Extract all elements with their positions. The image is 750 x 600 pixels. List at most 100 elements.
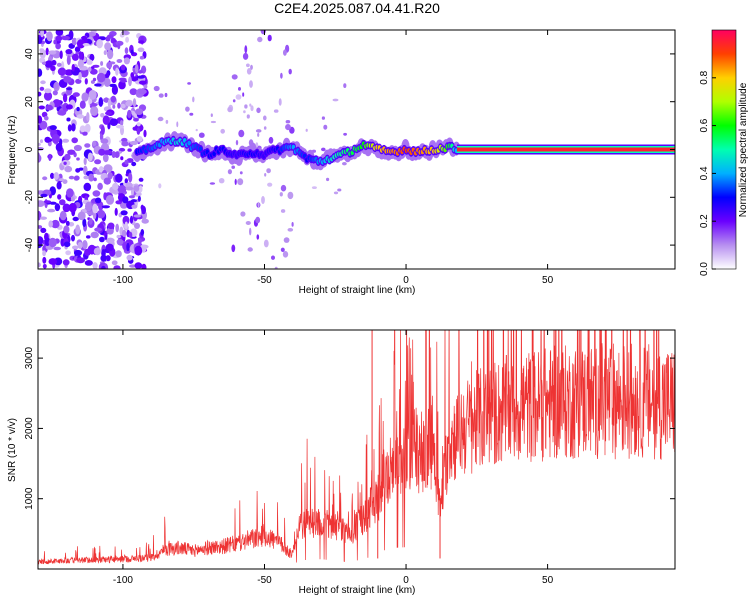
colorbar-tick-label: 0.8 [699,70,710,84]
noise-cell [107,172,113,180]
noise-cell [134,245,143,256]
noise-cell [42,264,47,269]
noise-cell [49,125,57,131]
noise-cell [65,250,71,256]
noise-cell [98,166,104,173]
noise-cell [84,143,91,148]
noise-cell [263,239,269,248]
noise-cell [120,79,128,83]
noise-cell [261,196,265,204]
noise-cell [99,36,106,41]
noise-cell [49,201,57,205]
noise-cell [92,203,98,214]
noise-cell [133,214,142,218]
noise-cell [82,43,90,47]
noise-cell [257,36,263,43]
noise-cell [311,186,317,190]
noise-cell [137,70,143,74]
y-tick-label: 0 [24,146,35,152]
noise-cell [70,197,75,202]
noise-cell [103,97,110,103]
noise-cell [111,84,118,95]
noise-cell [136,122,141,127]
figure-title: C2E4.2025.087.04.41.R20 [274,0,440,16]
noise-cell [77,241,83,249]
noise-cell [125,186,134,191]
colorbar-tick-label: 0.4 [699,166,710,180]
noise-cell [100,138,109,144]
noise-cell [39,120,48,130]
noise-cell [42,61,46,65]
noise-cell [195,128,198,132]
noise-cell [266,168,271,174]
noise-cell [130,72,135,79]
colorbar-gradient [711,29,737,270]
noise-cell [44,60,54,68]
snr-series-line [38,330,675,565]
y-tick-label: -20 [24,190,35,205]
noise-cell [48,153,52,161]
noise-cell [257,201,260,208]
noise-cell [67,149,76,155]
noise-cell [38,262,41,268]
noise-cell [141,218,149,224]
noise-cell [120,210,128,216]
noise-cell [83,175,89,180]
noise-cell [326,177,330,182]
noise-cell [116,238,124,245]
noise-cell [103,150,113,155]
noise-cell [90,106,99,116]
noise-cell [243,110,246,114]
noise-cell [240,211,246,217]
noise-cell [38,142,41,147]
noise-cell [79,125,86,133]
noise-cell [333,191,339,195]
noise-cell [66,87,73,91]
noise-cell [134,222,140,229]
noise-cell [210,113,213,117]
noise-cell [231,74,238,80]
noise-cell [231,244,236,253]
noise-cell [267,182,273,187]
noise-cell [50,172,55,179]
noise-cell [96,209,106,219]
noise-cell [66,55,71,66]
noise-cell [66,188,74,198]
noise-cell [210,120,216,124]
noise-cell [137,195,141,202]
noise-cell [105,195,115,205]
noise-cell [64,153,71,161]
noise-cell [71,64,76,72]
noise-cell [116,234,121,239]
noise-cell [192,96,195,103]
noise-cell [246,114,250,119]
noise-cell [250,64,253,70]
noise-cell [106,61,113,69]
noise-cell [267,34,272,42]
noise-cell [120,64,126,71]
noise-cell [124,221,128,230]
noise-cell [323,124,328,130]
noise-cell [274,266,278,269]
noise-cell [153,85,160,92]
noise-cell [40,80,46,85]
noise-cell [116,124,124,129]
noise-cell [73,144,82,152]
noise-cell [76,157,80,161]
noise-cell [285,120,291,124]
noise-cell [86,112,90,122]
colorbar-tick-label: 0.2 [699,214,710,228]
noise-cell [130,49,134,55]
noise-cell [100,254,107,262]
noise-cell [38,225,43,229]
noise-cell [256,234,260,240]
noise-cell [273,109,279,113]
noise-cell [271,255,275,260]
colorbar-tick-label: 0.0 [699,262,710,276]
y-tick-label: 20 [24,96,35,108]
noise-cell [249,227,252,236]
noise-cell [140,204,144,211]
noise-cell [65,49,73,55]
noise-cell [38,236,44,245]
noise-cell [255,216,261,224]
